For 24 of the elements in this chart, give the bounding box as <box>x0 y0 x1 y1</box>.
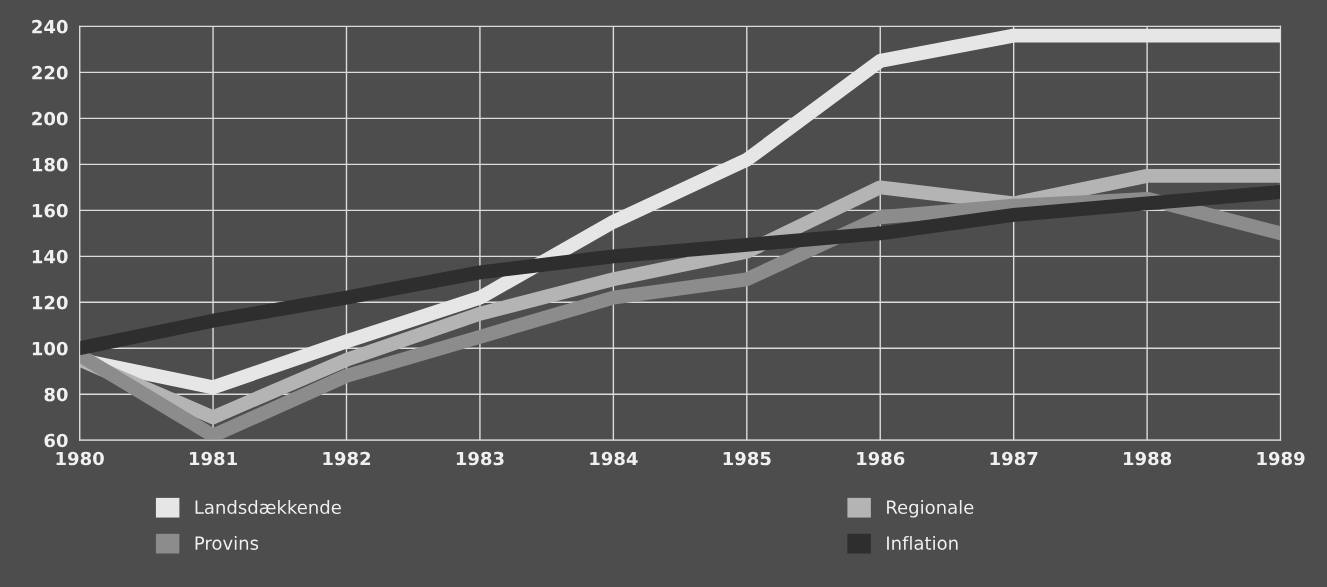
y-tick-label: 200 <box>32 111 68 126</box>
legend-label: Regionale <box>887 500 974 518</box>
legend-label: Inflation <box>887 535 958 550</box>
y-tick-label: 60 <box>44 433 68 448</box>
x-tick-label: 1987 <box>990 451 1038 466</box>
x-tick-label: 1986 <box>857 451 905 466</box>
x-tick-label: 1989 <box>1257 451 1305 466</box>
x-tick-label: 1985 <box>723 451 771 466</box>
x-tick-label: 1981 <box>189 451 237 466</box>
y-tick-label: 80 <box>44 387 68 402</box>
x-tick-label: 1988 <box>1124 451 1172 466</box>
x-tick-label: 1984 <box>590 451 638 466</box>
y-tick-label: 100 <box>32 341 68 356</box>
y-tick-label: 120 <box>32 295 68 310</box>
legend-label: Provins <box>195 535 259 550</box>
x-tick-label: 1980 <box>56 451 104 466</box>
x-tick-label: 1982 <box>323 451 371 466</box>
x-tick-label: 1983 <box>456 451 504 466</box>
y-tick-label: 140 <box>32 249 68 264</box>
y-tick-label: 180 <box>32 157 68 172</box>
y-tick-label: 220 <box>32 65 68 80</box>
y-tick-label: 240 <box>32 19 68 34</box>
legend-label: Landsdækkende <box>195 500 341 515</box>
y-tick-label: 160 <box>32 203 68 218</box>
